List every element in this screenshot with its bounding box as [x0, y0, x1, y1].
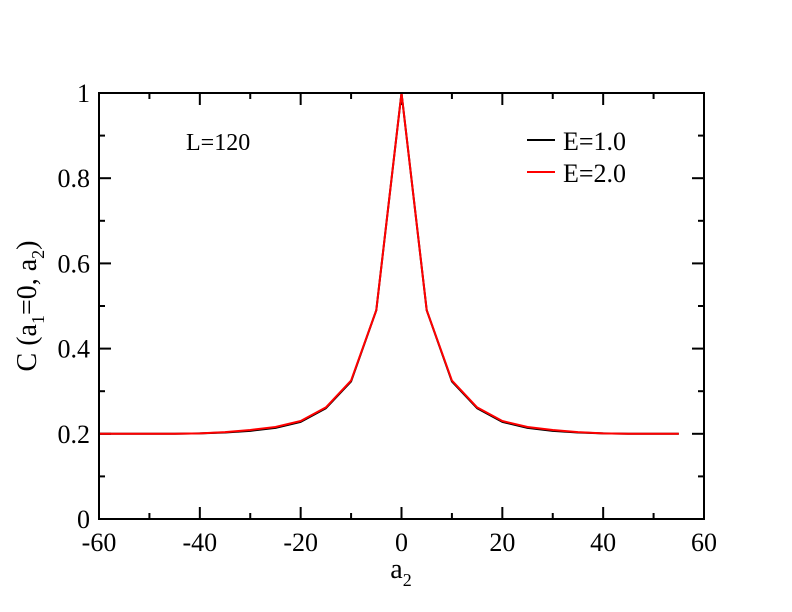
y-tick-label: 0.8	[58, 164, 91, 193]
y-axis-title-sub1: 1	[28, 315, 48, 324]
x-tick-label: 40	[590, 528, 616, 557]
annotation-label: L=120	[186, 130, 250, 156]
x-axis-title-sub: 2	[403, 570, 412, 590]
plot-frame	[98, 92, 705, 520]
y-tick-labels: 0 0.2 0.4 0.6 0.8 1	[58, 79, 91, 534]
x-tick-label: -60	[82, 528, 117, 557]
y-axis-title-part1: C (a	[12, 323, 43, 371]
x-axis-title: a2	[390, 554, 411, 590]
y-axis-title-sub2: 2	[28, 250, 48, 259]
x-tick-labels: -60 -40 -20 0 20 40 60	[82, 528, 717, 557]
y-tick-label: 0	[77, 505, 90, 534]
y-tick-label: 1	[77, 79, 90, 108]
y-axis-title: C (a1=0, a2)	[12, 241, 48, 372]
x-axis-title-main: a	[390, 554, 403, 585]
legend-label-e1: E=1.0	[563, 127, 626, 156]
legend: E=1.0 E=2.0	[527, 127, 626, 188]
x-tick-label: 0	[395, 528, 408, 557]
y-tick-label: 0.4	[58, 335, 91, 364]
x-tick-label: 60	[691, 528, 717, 557]
x-tick-label: -20	[283, 528, 318, 557]
y-axis-title-part3: )	[12, 241, 43, 250]
x-tick-label: -40	[182, 528, 217, 557]
series-line-2	[99, 92, 679, 435]
y-tick-label: 0.2	[58, 420, 91, 449]
legend-label-e2: E=2.0	[563, 159, 626, 188]
y-tick-label: 0.6	[58, 249, 91, 278]
series-lines	[99, 92, 679, 435]
y-axis-title-part2: =0, a	[12, 258, 43, 315]
x-tick-label: 20	[489, 528, 515, 557]
